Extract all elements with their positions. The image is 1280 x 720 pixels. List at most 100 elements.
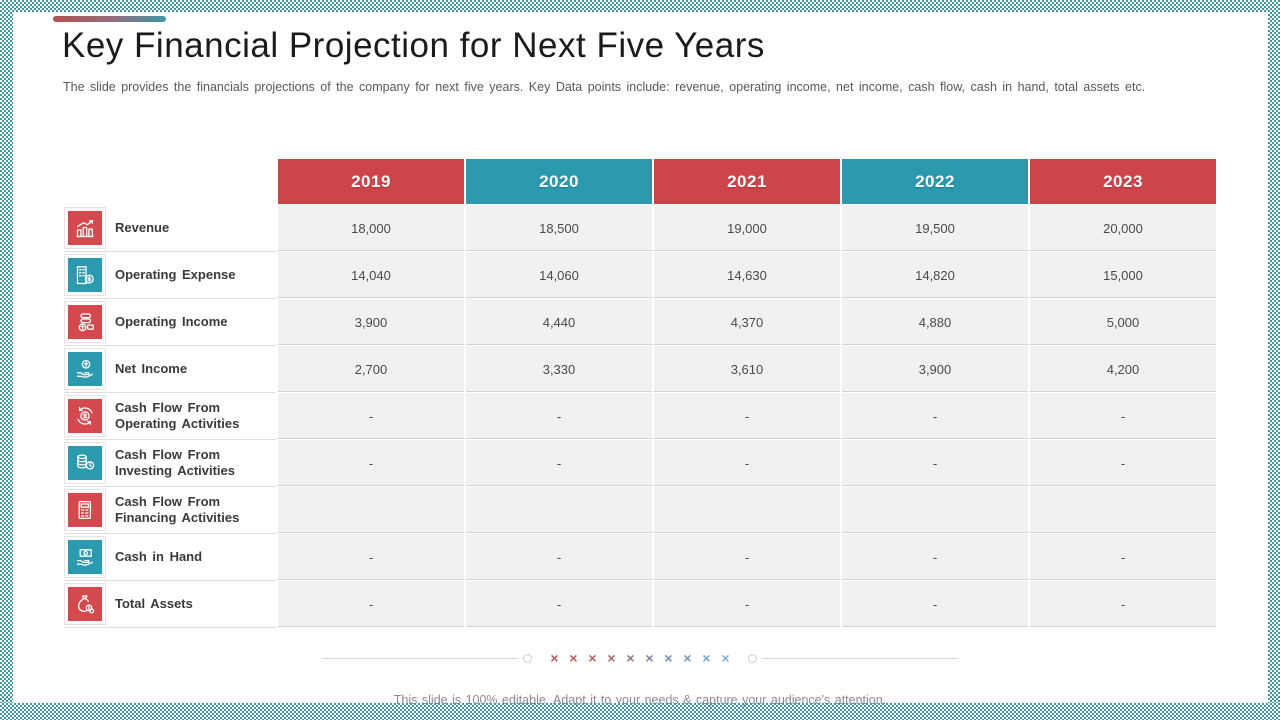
value-cell: -: [466, 440, 652, 487]
divider-line-left: [322, 657, 518, 659]
value-cell: -: [842, 534, 1028, 581]
value-cell: [1030, 487, 1216, 534]
value-cell: -: [1030, 534, 1216, 581]
row-label: Total Assets: [115, 595, 193, 611]
year-header-2019: 2019: [278, 159, 464, 204]
row-icon-frame: [64, 536, 106, 578]
row-label-cell: Cash Flow From Operating Activities: [64, 393, 276, 440]
x-mark-icon: ×: [664, 650, 673, 666]
value-cell: 19,500: [842, 205, 1028, 252]
value-cell: 5,000: [1030, 299, 1216, 346]
row-label-cell: Cash Flow From Investing Activities: [64, 440, 276, 487]
row-label: Cash Flow From Financing Activities: [115, 493, 240, 525]
divider-circle-right: [748, 653, 757, 663]
money-bag-coins-icon: [77, 595, 95, 614]
year-header-2020: 2020: [466, 159, 652, 204]
value-cell: -: [1030, 581, 1216, 628]
value-cell: 3,900: [842, 346, 1028, 393]
finance-document-icon: [78, 500, 92, 520]
table-header-row: 2019 2020 2021 2022 2023: [64, 159, 1216, 204]
row-label-cell: Revenue: [64, 205, 276, 252]
row-label: Operating Expense: [115, 266, 236, 282]
value-cell: [466, 487, 652, 534]
revenue-growth-chart-icon: [68, 211, 102, 245]
row-label: Cash Flow From Investing Activities: [115, 446, 235, 478]
table-row: Operating Income 3,900 4,440 4,370 4,880 5,00…: [64, 299, 1216, 346]
value-cell: -: [654, 581, 840, 628]
value-cell: -: [1030, 393, 1216, 440]
value-cell: 3,900: [278, 299, 464, 346]
finance-document-icon: [68, 493, 102, 527]
right-checker-border: [1268, 12, 1280, 703]
row-label-cell: Operating Expense: [64, 252, 276, 299]
row-label: Cash in Hand: [115, 548, 203, 564]
top-checker-border: [0, 0, 1280, 12]
coin-over-hand-icon: [68, 352, 102, 386]
value-cell: 18,500: [466, 205, 652, 252]
page-title: Key Financial Projection for Next Five Y…: [62, 26, 765, 65]
value-cell: -: [466, 581, 652, 628]
value-cell: 19,000: [654, 205, 840, 252]
value-cell: 3,330: [466, 346, 652, 393]
value-cell: 18,000: [278, 205, 464, 252]
row-icon-frame: [64, 489, 106, 531]
value-cell: -: [654, 440, 840, 487]
divider-decoration: × × × × × × × × × ×: [0, 650, 1280, 666]
year-header-2023: 2023: [1030, 159, 1216, 204]
value-cell: 14,040: [278, 252, 464, 299]
value-cell: [654, 487, 840, 534]
x-mark-icon: ×: [702, 650, 711, 666]
footer-note: This slide is 100% editable. Adapt it to…: [393, 693, 887, 707]
dollar-cycle-arrows-icon: [77, 407, 93, 425]
income-cash-coins-icon: [78, 313, 94, 332]
revenue-growth-chart-icon: [76, 220, 94, 238]
row-label: Revenue: [115, 219, 170, 235]
table-row: Cash Flow From Operating Activities - - - - -: [64, 393, 1216, 440]
table-row: Cash Flow From Investing Activities - - - - -: [64, 440, 1216, 487]
table-row: Cash in Hand - - - - -: [64, 534, 1216, 581]
value-cell: -: [654, 534, 840, 581]
row-label: Net Income: [115, 360, 188, 376]
divider-line-right: [762, 657, 958, 659]
value-cell: [278, 487, 464, 534]
value-cell: -: [842, 581, 1028, 628]
money-bag-coins-icon: [68, 587, 102, 621]
row-label-cell: Cash in Hand: [64, 534, 276, 581]
value-cell: 4,880: [842, 299, 1028, 346]
x-mark-icon: ×: [588, 650, 597, 666]
table-row: Total Assets - - - - -: [64, 581, 1216, 628]
value-cell: -: [654, 393, 840, 440]
year-header-2021: 2021: [654, 159, 840, 204]
value-cell: -: [278, 534, 464, 581]
table-row: Net Income 2,700 3,330 3,610 3,900 4,200: [64, 346, 1216, 393]
value-cell: -: [278, 581, 464, 628]
row-label: Cash Flow From Operating Activities: [115, 399, 240, 431]
table-body: Revenue 18,000 18,500 19,000 19,500 20,000 Ope…: [64, 205, 1216, 628]
row-label-cell: Total Assets: [64, 581, 276, 628]
row-label-cell: Cash Flow From Financing Activities: [64, 487, 276, 534]
row-icon-frame: [64, 301, 106, 343]
income-cash-coins-icon: [68, 305, 102, 339]
dollar-cycle-arrows-icon: [68, 399, 102, 433]
x-mark-icon: ×: [683, 650, 692, 666]
x-mark-icon: ×: [721, 650, 730, 666]
cash-in-hand-icon: [76, 549, 94, 566]
value-cell: 14,820: [842, 252, 1028, 299]
expense-building-coin-icon: [76, 266, 94, 285]
value-cell: 20,000: [1030, 205, 1216, 252]
x-mark-icon: ×: [626, 650, 635, 666]
x-mark-icon: ×: [645, 650, 654, 666]
value-cell: -: [842, 393, 1028, 440]
financial-projection-table: 2019 2020 2021 2022 2023 Revenue 18,000 18,500…: [64, 159, 1216, 628]
value-cell: 4,440: [466, 299, 652, 346]
x-mark-icon: ×: [569, 650, 578, 666]
value-cell: -: [278, 393, 464, 440]
expense-building-coin-icon: [68, 258, 102, 292]
divider-circle-left: [523, 653, 532, 663]
year-header-2022: 2022: [842, 159, 1028, 204]
x-mark-icon: ×: [550, 650, 559, 666]
value-cell: -: [842, 440, 1028, 487]
value-cell: [842, 487, 1028, 534]
page-subtitle: The slide provides the financials projec…: [63, 80, 1146, 94]
header-spacer-cell: [64, 159, 276, 204]
